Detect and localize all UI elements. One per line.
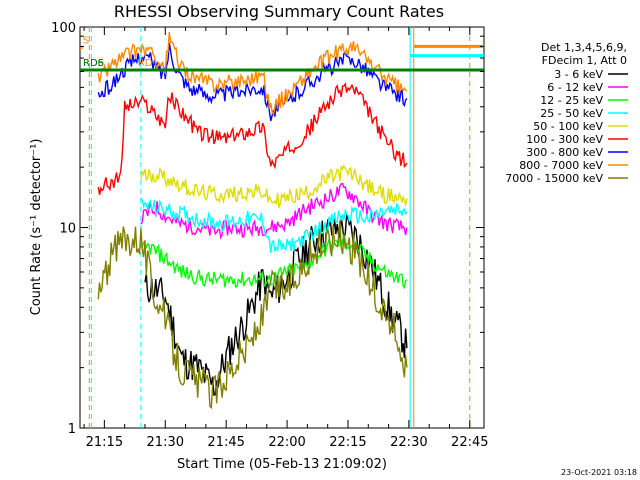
series-line-5 [97,81,408,195]
legend: Det 1,3,4,5,6,9, FDecim 1, Att 0 3 - 6 k… [505,41,628,185]
legend-label-5: 100 - 300 keV [526,133,603,146]
y-axis-label: Count Rate (s⁻¹ detector⁻¹) [29,139,44,316]
series-line-0 [144,213,408,397]
legend-label-3: 25 - 50 keV [540,107,603,120]
series-line-6 [97,42,408,122]
x-tick-label-6: 22:45 [451,435,488,450]
flag-label-2: RDS [83,58,104,69]
legend-label-1: 6 - 12 keV [547,81,603,94]
y-tick-label-0: 1 [68,422,76,437]
legend-label-8: 7000 - 15000 keV [505,172,603,185]
legend-header-line2: FDecim 1, Att 0 [542,54,627,67]
flag-label-3: RD6 [83,58,104,69]
y-tick-label-1: 10 [59,222,76,237]
x-tick-label-5: 22:30 [390,435,427,450]
series-line-7 [97,32,408,117]
legend-label-2: 12 - 25 keV [540,94,603,107]
x-axis-label: Start Time (05-Feb-13 21:09:02) [177,457,387,472]
legend-label-4: 50 - 100 keV [533,120,603,133]
y-tick-label-2: 100 [51,21,76,36]
flag-label-1: RD [138,58,153,69]
legend-header-line1: Det 1,3,4,5,6,9, [541,41,627,54]
series-line-4 [140,164,408,208]
axes: 21:15 21:30 21:45 22:00 22:15 22:30 22:45 1 10 10… [51,21,488,450]
legend-label-7: 800 - 7000 keV [519,159,603,172]
series-line-3 [140,197,408,253]
footer-timestamp: 23-Oct-2021 03:18 [561,468,637,477]
x-tick-label-1: 21:30 [147,435,184,450]
x-tick-label-0: 21:15 [86,435,123,450]
series-layer [97,32,408,410]
series-line-2 [140,232,408,290]
flag-label-0: S [83,36,89,47]
series-line-8 [97,220,408,410]
marker-lines [88,27,471,428]
series-line-1 [140,182,408,241]
x-tick-label-3: 22:00 [268,435,305,450]
x-tick-label-4: 22:15 [329,435,366,450]
x-tick-label-2: 21:45 [207,435,244,450]
legend-label-6: 300 - 800 keV [526,146,603,159]
legend-label-0: 3 - 6 keV [554,68,603,81]
chart-title: RHESSI Observing Summary Count Rates [114,2,444,21]
